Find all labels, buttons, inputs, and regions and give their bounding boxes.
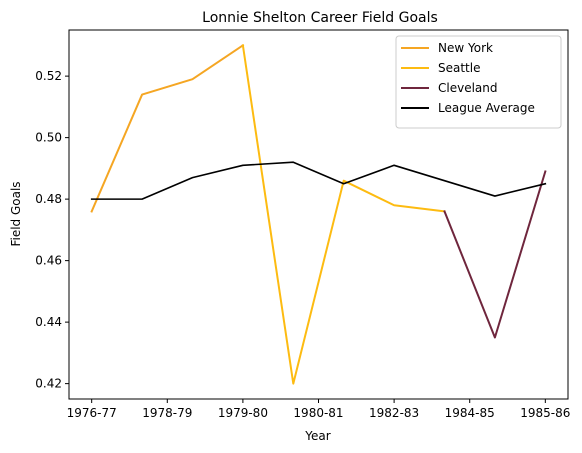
y-tick-label: 0.48 [35,192,62,206]
legend-label-league-average: League Average [438,101,535,115]
x-tick-label: 1979-80 [218,406,268,420]
legend-label-seattle: Seattle [438,61,480,75]
series-line-league-average [90,161,547,200]
y-tick-label: 0.50 [35,131,62,145]
chart-title: Lonnie Shelton Career Field Goals [202,10,438,26]
series-line-cleveland [443,170,547,339]
x-tick-label: 1985-86 [520,406,570,420]
y-tick-label: 0.42 [35,377,62,391]
x-tick-label: 1984-85 [445,406,495,420]
x-tick-label: 1976-77 [67,406,117,420]
legend-label-cleveland: Cleveland [438,81,498,95]
plot-area [90,43,547,385]
series-line-new-york [90,43,245,213]
y-tick-label: 0.46 [35,254,62,268]
x-tick-label: 1978-79 [142,406,192,420]
y-axis: 0.42 0.44 0.46 0.48 0.50 0.52 [35,69,69,391]
y-tick-label: 0.52 [35,69,62,83]
legend-box [395,35,562,129]
y-axis-label: Field Goals [9,181,23,246]
x-axis: 1976-77 1978-79 1979-80 1980-81 1982-83 1984-… [67,399,570,420]
x-tick-label: 1982-83 [369,406,419,420]
legend-label-new-york: New York [438,41,493,55]
x-tick-label: 1980-81 [293,406,343,420]
legend: New York Seattle Cleveland League Average [395,35,562,129]
series-line-seattle [241,44,446,385]
y-tick-label: 0.44 [35,315,62,329]
x-axis-label: Year [304,429,330,443]
